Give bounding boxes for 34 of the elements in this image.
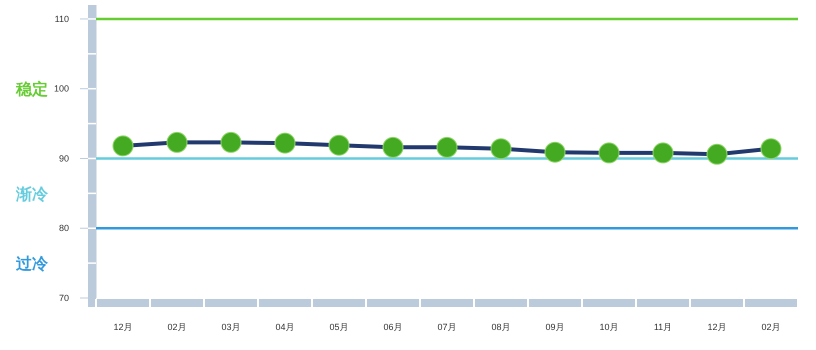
- x-tick-label: 10月: [599, 322, 619, 332]
- x-tick-label: 07月: [437, 322, 457, 332]
- y-tick-label: 80: [58, 223, 69, 234]
- point: [706, 144, 728, 165]
- x-tick-label: 02月: [167, 322, 187, 332]
- x-tick-label: 06月: [383, 322, 403, 332]
- x-tick-label: 12月: [707, 322, 727, 332]
- text: 过冷: [15, 255, 49, 274]
- point: [220, 132, 242, 153]
- y-tick-label: 100: [54, 84, 69, 94]
- x-tick-label: 12月: [113, 322, 133, 332]
- point: [382, 136, 404, 158]
- text: 渐冷: [15, 185, 49, 204]
- x-tick-label: 05月: [329, 322, 349, 332]
- point: [490, 138, 512, 160]
- x-tick-label: 11月: [654, 322, 672, 332]
- point: [166, 132, 188, 153]
- point: [598, 142, 620, 164]
- point: [274, 132, 296, 154]
- point: [544, 142, 566, 163]
- x-tick-label: 08月: [491, 322, 511, 332]
- point: [652, 142, 674, 164]
- x-tick-label: 03月: [221, 322, 241, 332]
- y-tick-label: 110: [54, 14, 69, 24]
- y-tick-label: 70: [58, 293, 69, 303]
- point: [436, 136, 458, 158]
- point: [328, 134, 350, 156]
- point: [760, 138, 782, 160]
- x-tick-label: 09月: [545, 322, 565, 332]
- x-tick-label: 04月: [275, 322, 295, 332]
- point: [112, 135, 134, 156]
- y-tick-label: 90: [58, 153, 69, 164]
- x-tick-label: 02月: [761, 322, 781, 332]
- text: 稳定: [15, 80, 48, 99]
